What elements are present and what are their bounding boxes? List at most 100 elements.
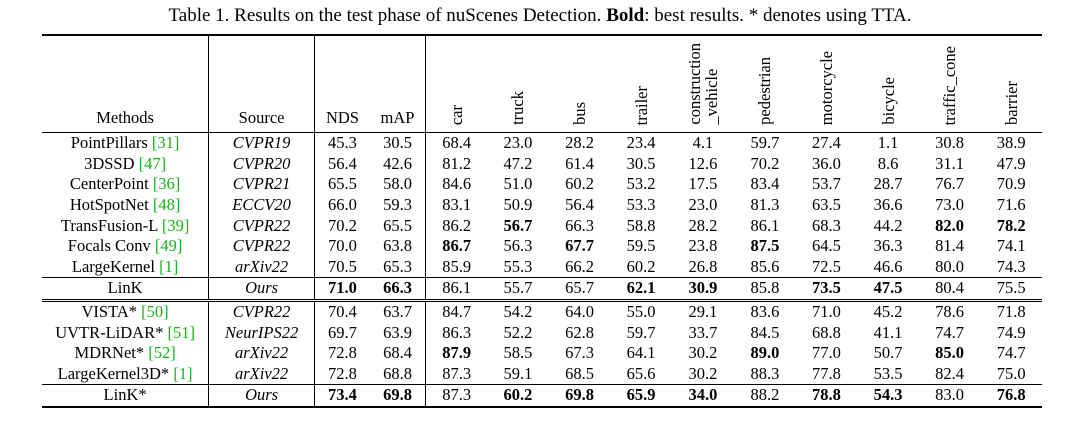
class-ap-value: 62.1 — [610, 277, 672, 301]
class-ap-value: 86.7 — [425, 235, 488, 257]
class-ap-value: 58.8 — [626, 215, 656, 235]
class-ap-value: 86.1 — [425, 277, 488, 301]
class-ap-value: 60.2 — [487, 384, 549, 408]
method-name: CenterPoint [36] — [69, 174, 181, 194]
header-class-traffic-cone: traffic_cone — [918, 34, 981, 133]
class-ap-value: 70.2 — [750, 153, 780, 173]
class-ap-value: 45.2 — [857, 298, 919, 323]
class-ap-value: 64.1 — [626, 343, 656, 363]
nds-value: 72.8 — [313, 363, 370, 385]
class-ap-value: 23.4 — [626, 133, 656, 153]
nds-value: 56.4 — [313, 153, 370, 175]
class-ap-value: 74.7 — [935, 322, 964, 342]
nds-value: 71.0 — [313, 277, 370, 301]
source-venue: CVPR21 — [208, 174, 315, 195]
method-name: VISTA* [50] — [42, 298, 209, 323]
class-ap-value: 73.0 — [935, 195, 964, 215]
class-ap-value: 4.1 — [692, 133, 714, 153]
nds-value: 73.4 — [313, 384, 370, 408]
class-ap-value: 71.8 — [980, 298, 1042, 323]
citation-link[interactable]: [1] — [173, 363, 193, 383]
class-ap-value: 54.2 — [487, 298, 549, 323]
class-ap-value: 81.4 — [935, 236, 964, 256]
class-ap-value: 26.8 — [688, 256, 718, 276]
class-ap-value: 84.5 — [750, 322, 780, 342]
class-ap-value: 76.8 — [980, 384, 1042, 408]
method-name: LinK* — [42, 384, 209, 408]
class-ap-value: 17.5 — [688, 174, 718, 194]
source-venue: CVPR22 — [208, 298, 315, 323]
class-ap-value: 59.1 — [503, 363, 533, 383]
class-ap-value: 82.0 — [935, 215, 964, 235]
method-name: TransFusion-L [39] — [60, 215, 190, 235]
class-ap-value: 51.0 — [503, 174, 533, 194]
source-venue: CVPR22 — [208, 215, 315, 236]
class-ap-value: 71.0 — [795, 298, 858, 323]
class-ap-value: 71.6 — [996, 195, 1026, 215]
table-row: PointPillars [31] CVPR19 45.3 30.5 68.4 23.0 2… — [42, 132, 1042, 154]
class-ap-value: 85.9 — [425, 256, 488, 278]
class-ap-value: 66.2 — [565, 256, 594, 276]
citation-link[interactable]: [1] — [159, 256, 179, 276]
class-ap-value: 74.9 — [996, 322, 1026, 342]
class-ap-value: 29.1 — [671, 298, 735, 323]
citation-link[interactable]: [49] — [154, 236, 183, 256]
citation-link[interactable]: [31] — [151, 133, 180, 153]
nds-value: 45.3 — [313, 132, 370, 154]
class-ap-value: 52.2 — [503, 322, 533, 342]
class-ap-value: 55.3 — [503, 256, 533, 276]
method-name: LinK — [42, 277, 209, 301]
class-ap-value: 28.7 — [873, 174, 903, 194]
class-ap-value: 59.5 — [626, 236, 656, 256]
nds-value: 70.5 — [313, 256, 370, 278]
class-ap-value: 56.3 — [503, 236, 533, 256]
table-row: HotSpotNet [48] ECCV20 66.0 59.3 83.1 50.9 56.… — [42, 194, 1042, 216]
citation-link[interactable]: [47] — [138, 153, 167, 173]
caption-bold-word: Bold — [606, 5, 645, 26]
class-ap-value: 8.6 — [877, 153, 899, 173]
class-ap-value: 54.3 — [857, 384, 919, 408]
class-ap-value: 1.1 — [877, 133, 899, 153]
citation-link[interactable]: [50] — [141, 302, 169, 322]
class-ap-value: 75.0 — [996, 363, 1026, 383]
class-ap-value: 83.4 — [750, 174, 780, 194]
map-value: 59.3 — [383, 195, 412, 215]
table-row: VISTA* [50] CVPR22 70.4 63.7 84.7 54.2 64.0 55.… — [42, 298, 1042, 323]
class-ap-value: 41.1 — [873, 322, 903, 342]
citation-link[interactable]: [52] — [148, 343, 176, 363]
class-ap-value: 28.2 — [688, 215, 718, 235]
class-ap-value: 74.1 — [996, 236, 1026, 256]
class-ap-value: 55.0 — [610, 298, 672, 323]
method-name: LargeKernel [1] — [71, 256, 179, 276]
table-row: UVTR-LiDAR* [51] NeurIPS22 69.7 63.9 86.3 52.… — [42, 322, 1042, 343]
header-methods: Methods — [42, 34, 209, 133]
method-name: PointPillars [31] — [70, 133, 180, 153]
class-ap-value: 60.2 — [565, 174, 594, 194]
map-value: 30.5 — [383, 133, 412, 153]
class-ap-value: 83.0 — [918, 384, 981, 408]
class-ap-value: 44.2 — [873, 215, 903, 235]
table-row: Focals Conv [49] CVPR22 70.0 63.8 86.7 56.3 67… — [42, 235, 1042, 257]
class-ap-value: 27.4 — [812, 133, 841, 153]
class-ap-value: 30.5 — [626, 153, 656, 173]
table-row: LargeKernel [1] arXiv22 70.5 65.3 85.9 55.3 66… — [42, 256, 1042, 278]
header-map: mAP — [369, 34, 426, 133]
method-name: UVTR-LiDAR* [51] — [55, 322, 195, 342]
table-row: LinK Ours 71.0 66.3 86.1 55.7 65.7 62.1 30.9 85.8… — [42, 277, 1042, 301]
nds-value: 70.2 — [313, 215, 370, 236]
citation-link[interactable]: [39] — [161, 215, 190, 235]
class-ap-value: 68.4 — [425, 132, 488, 154]
map-value: 58.0 — [383, 174, 412, 194]
class-ap-value: 87.9 — [425, 342, 488, 364]
header-class-trailer: trailer — [610, 34, 672, 133]
header-source: Source — [208, 34, 315, 133]
citation-link[interactable]: [36] — [152, 174, 181, 194]
caption-text: Table 1. Results on the test phase of nu… — [168, 5, 607, 26]
citation-link[interactable]: [48] — [152, 195, 181, 215]
map-value: 63.8 — [383, 236, 412, 256]
citation-link[interactable]: [51] — [167, 322, 195, 342]
class-ap-value: 36.0 — [812, 153, 841, 173]
nds-value: 70.0 — [313, 235, 370, 257]
class-ap-value: 30.2 — [688, 343, 718, 363]
class-ap-value: 31.1 — [935, 153, 964, 173]
